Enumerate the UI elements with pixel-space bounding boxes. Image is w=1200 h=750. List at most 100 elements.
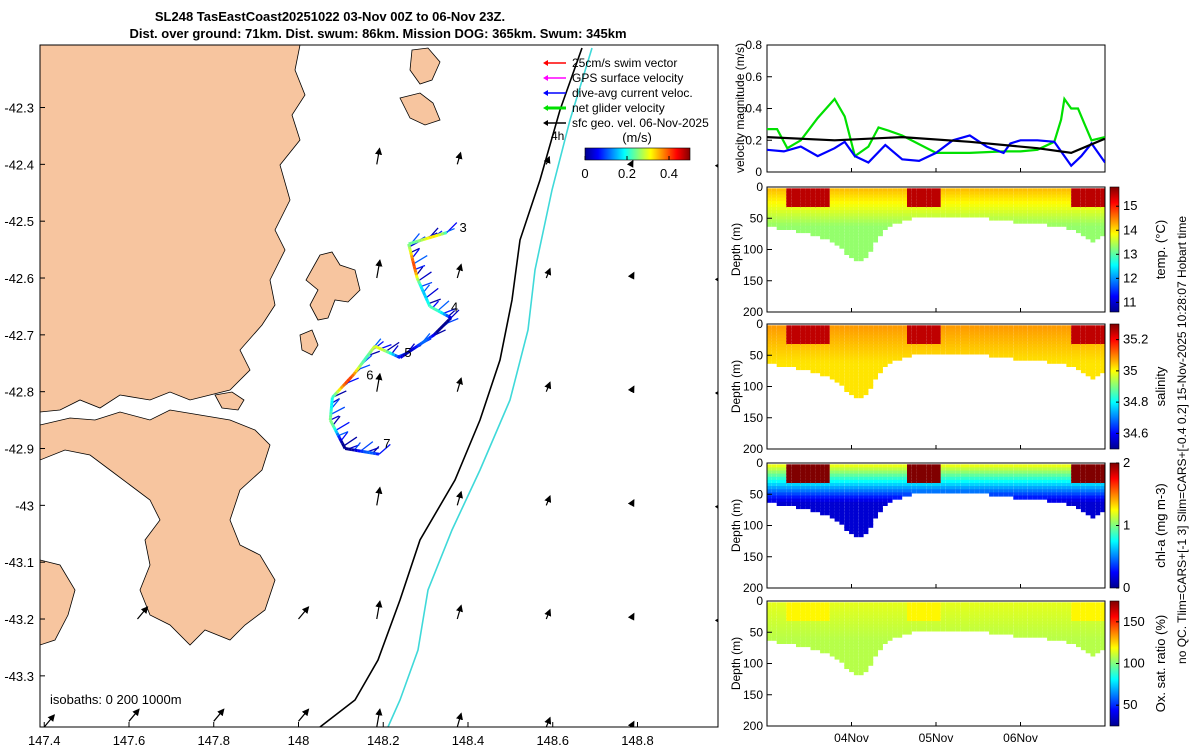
track-segment: [437, 309, 442, 314]
section-datum: [887, 219, 893, 224]
section-datum: [965, 347, 970, 352]
section-colorbar: [1109, 186, 1120, 313]
section-datum: [1051, 356, 1057, 361]
section-datum: [815, 340, 821, 346]
section-datum: [892, 614, 898, 619]
section-datum: [1003, 353, 1009, 358]
section-datum: [800, 340, 806, 346]
section-datum: [853, 633, 859, 638]
section-datum: [1003, 476, 1009, 481]
section-datum: [1022, 350, 1028, 355]
section-datum: [1095, 636, 1101, 641]
track-segment: [416, 343, 421, 348]
section-datum: [849, 508, 854, 513]
map-x-tick-label: 147.4: [28, 733, 61, 748]
section-datum: [878, 225, 883, 230]
section-datum: [776, 492, 782, 497]
section-datum: [1037, 334, 1043, 339]
section-datum: [1095, 337, 1101, 342]
section-datum: [1071, 340, 1076, 346]
section-datum: [989, 614, 994, 619]
section-datum: [776, 498, 782, 503]
section-datum: [965, 334, 970, 339]
section-datum: [1027, 627, 1033, 632]
section-datum: [820, 501, 825, 506]
section-datum: [878, 188, 883, 193]
section-datum: [829, 228, 835, 234]
section-datum: [829, 470, 835, 475]
map-x-tick-label: 148.6: [536, 733, 569, 748]
section-datum: [1047, 633, 1052, 638]
section-datum: [1042, 331, 1047, 336]
section-datum: [820, 213, 825, 218]
section-datum: [960, 470, 965, 475]
section-datum: [878, 232, 883, 237]
section-datum: [820, 334, 825, 339]
section-datum: [998, 602, 1004, 607]
section-datum: [863, 608, 869, 613]
section-datum: [1051, 334, 1057, 339]
section-datum: [1032, 347, 1038, 352]
section-datum: [805, 617, 811, 623]
section-datum: [786, 359, 792, 364]
section-datum: [853, 642, 859, 648]
map-axes-box: [39, 44, 719, 728]
section-datum: [858, 501, 864, 506]
section-datum: [974, 476, 980, 481]
section-datum: [796, 194, 801, 199]
section-datum: [805, 611, 811, 616]
section-datum: [858, 633, 864, 638]
section-datum: [820, 207, 825, 212]
section-datum: [926, 467, 932, 472]
section-datum: [863, 235, 869, 240]
section-datum: [926, 197, 932, 202]
section-datum: [1090, 340, 1096, 346]
section-datum: [858, 470, 864, 475]
section-datum: [994, 624, 999, 629]
section-datum: [863, 197, 869, 202]
section-datum: [844, 241, 850, 246]
section-datum: [1022, 203, 1028, 209]
section-datum: [844, 479, 850, 485]
section-datum: [921, 331, 927, 336]
section-datum: [1090, 642, 1096, 648]
section-datum: [882, 605, 888, 610]
section-datum: [969, 617, 975, 623]
section-datum: [849, 235, 854, 240]
section-datum: [786, 617, 792, 623]
section-datum: [931, 191, 936, 196]
section-datum: [820, 639, 825, 644]
section-datum: [1018, 356, 1023, 361]
section-datum: [1047, 350, 1052, 355]
section-datum: [863, 464, 869, 469]
section-datum: [878, 504, 883, 510]
section-datum: [1066, 498, 1072, 503]
section-datum: [911, 213, 917, 218]
section-datum: [1047, 331, 1052, 336]
section-datum: [839, 498, 845, 503]
section-datum: [955, 191, 961, 196]
section-datum: [974, 328, 980, 333]
section-datum: [1022, 191, 1028, 196]
section-datum: [882, 207, 888, 212]
section-datum: [1076, 210, 1081, 215]
section-datum: [767, 486, 772, 491]
section-datum: [1080, 365, 1086, 371]
section-datum: [781, 473, 787, 478]
section-datum: [984, 347, 990, 352]
section-datum: [1022, 197, 1028, 202]
section-datum: [873, 602, 878, 607]
section-datum: [998, 621, 1004, 626]
section-datum: [969, 473, 975, 478]
section-datum: [863, 191, 869, 196]
section-datum: [1051, 353, 1057, 358]
section-datum: [916, 210, 922, 215]
section-datum: [1042, 197, 1047, 202]
section-datum: [815, 228, 821, 234]
section-datum: [791, 347, 796, 352]
section-datum: [805, 624, 811, 629]
section-datum: [1080, 483, 1086, 488]
section-datum: [892, 210, 898, 215]
section-datum: [796, 495, 801, 500]
section-datum: [786, 627, 792, 632]
